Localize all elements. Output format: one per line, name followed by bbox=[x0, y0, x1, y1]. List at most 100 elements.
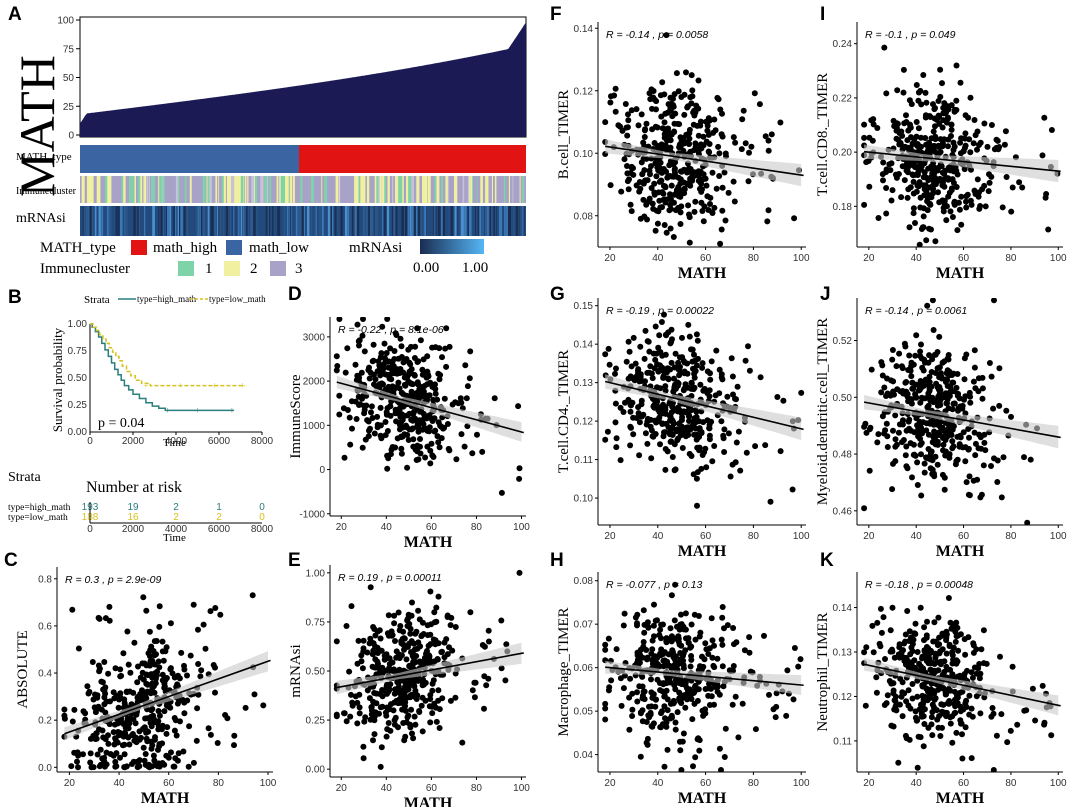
data-point bbox=[972, 440, 979, 447]
mrnasi-stripe bbox=[469, 206, 472, 236]
data-point bbox=[651, 140, 658, 146]
data-point bbox=[955, 647, 962, 654]
data-point bbox=[369, 651, 376, 658]
data-point bbox=[387, 727, 394, 734]
immunecluster-stripe bbox=[221, 176, 224, 203]
data-point bbox=[696, 747, 703, 754]
data-point bbox=[163, 730, 170, 737]
data-point bbox=[623, 358, 630, 365]
data-point bbox=[685, 202, 692, 209]
data-point bbox=[959, 731, 965, 738]
y-tick-label: 0.11 bbox=[833, 736, 852, 747]
data-point bbox=[945, 143, 951, 150]
data-point bbox=[962, 130, 969, 137]
data-point bbox=[195, 661, 202, 667]
data-point bbox=[994, 457, 1001, 464]
data-point bbox=[670, 697, 677, 704]
data-point bbox=[185, 763, 192, 770]
data-point bbox=[719, 614, 726, 621]
data-point bbox=[1042, 194, 1049, 201]
y-tick-label: 1000 bbox=[303, 421, 326, 432]
mrnasi-stripe bbox=[335, 206, 337, 236]
immunecluster-stripe bbox=[209, 176, 212, 203]
data-point bbox=[515, 403, 522, 410]
mrnasi-stripe bbox=[196, 206, 198, 236]
data-point bbox=[143, 729, 150, 736]
data-point bbox=[670, 418, 676, 425]
data-point bbox=[452, 624, 459, 630]
data-point bbox=[961, 636, 968, 643]
mrnasi-stripe bbox=[481, 206, 484, 236]
data-point bbox=[663, 332, 670, 339]
data-point bbox=[663, 662, 670, 669]
data-point bbox=[385, 720, 392, 726]
immunecluster-stripe bbox=[264, 176, 266, 203]
data-point bbox=[621, 610, 628, 617]
data-point bbox=[700, 218, 707, 225]
mrnasi-stripe bbox=[409, 206, 412, 236]
data-point bbox=[414, 359, 421, 365]
data-point bbox=[692, 198, 699, 205]
risk-x-axis: 0 2000 4000 6000 8000 bbox=[87, 524, 273, 535]
data-point bbox=[904, 608, 911, 614]
data-point bbox=[640, 180, 647, 187]
y-axis-label: Macrophage_TIMER bbox=[556, 607, 572, 736]
data-point bbox=[408, 343, 414, 350]
data-point bbox=[121, 751, 128, 758]
data-point bbox=[702, 445, 709, 452]
y-tick-label: 0.12 bbox=[574, 417, 594, 428]
data-point bbox=[617, 404, 624, 411]
data-point bbox=[970, 477, 977, 484]
data-point bbox=[652, 703, 659, 710]
data-point bbox=[935, 98, 942, 104]
data-point bbox=[372, 632, 379, 639]
data-point bbox=[155, 708, 162, 714]
y-tick-label: 3000 bbox=[303, 332, 326, 343]
data-point bbox=[977, 710, 984, 717]
data-point bbox=[906, 416, 913, 423]
data-point bbox=[394, 679, 401, 686]
data-point bbox=[625, 186, 632, 193]
data-point bbox=[122, 724, 129, 731]
data-point bbox=[637, 371, 644, 378]
data-point bbox=[368, 409, 374, 416]
data-point bbox=[389, 444, 396, 450]
data-point bbox=[430, 636, 437, 643]
mrnasi-stripe bbox=[448, 206, 450, 236]
data-point bbox=[912, 620, 919, 627]
regression-line bbox=[64, 659, 271, 735]
mrnasi-stripe bbox=[450, 206, 453, 236]
data-point bbox=[348, 603, 355, 610]
data-point bbox=[625, 111, 631, 118]
panel-label: I bbox=[820, 4, 825, 25]
data-point bbox=[729, 373, 736, 380]
data-point bbox=[374, 421, 381, 428]
data-point bbox=[662, 110, 669, 117]
data-point bbox=[378, 350, 385, 357]
immunecluster-stripe bbox=[108, 176, 112, 203]
data-point bbox=[917, 87, 924, 94]
legend-math-high-label: math_high bbox=[153, 240, 218, 256]
data-point bbox=[664, 448, 671, 455]
data-point bbox=[948, 185, 955, 192]
mrnasi-stripe bbox=[499, 206, 502, 236]
data-point bbox=[681, 111, 688, 118]
data-point bbox=[415, 607, 422, 614]
data-point bbox=[180, 748, 187, 755]
data-point bbox=[418, 702, 425, 709]
data-point bbox=[419, 366, 426, 373]
immunecluster-stripe bbox=[410, 176, 412, 203]
data-point bbox=[889, 646, 895, 653]
data-point bbox=[708, 615, 715, 622]
data-point bbox=[377, 432, 384, 439]
data-point bbox=[383, 733, 390, 740]
data-point bbox=[147, 653, 153, 660]
mrnasi-stripe bbox=[414, 206, 416, 236]
data-point bbox=[680, 662, 687, 669]
data-point bbox=[123, 689, 130, 696]
data-point bbox=[706, 702, 713, 708]
data-point bbox=[657, 159, 664, 166]
data-point bbox=[947, 619, 954, 626]
data-point bbox=[930, 128, 937, 135]
data-point bbox=[917, 166, 924, 173]
